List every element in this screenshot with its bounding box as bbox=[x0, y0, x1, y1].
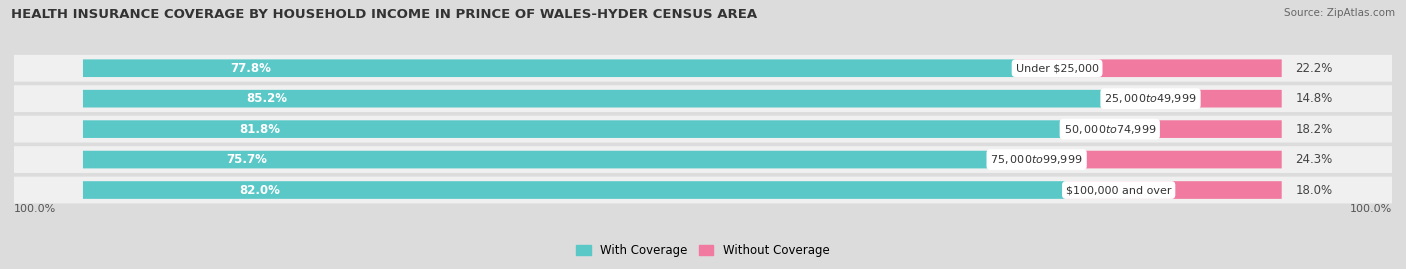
FancyBboxPatch shape bbox=[83, 151, 990, 168]
Text: $75,000 to $99,999: $75,000 to $99,999 bbox=[990, 153, 1083, 166]
FancyBboxPatch shape bbox=[14, 146, 1392, 173]
Text: 81.8%: 81.8% bbox=[239, 123, 280, 136]
Text: 24.3%: 24.3% bbox=[1295, 153, 1333, 166]
Text: 22.2%: 22.2% bbox=[1295, 62, 1333, 75]
Text: $25,000 to $49,999: $25,000 to $49,999 bbox=[1104, 92, 1197, 105]
FancyBboxPatch shape bbox=[990, 151, 1282, 168]
Text: 85.2%: 85.2% bbox=[246, 92, 287, 105]
Text: 100.0%: 100.0% bbox=[1350, 204, 1392, 214]
FancyBboxPatch shape bbox=[1066, 181, 1282, 199]
FancyBboxPatch shape bbox=[14, 177, 1392, 203]
Text: HEALTH INSURANCE COVERAGE BY HOUSEHOLD INCOME IN PRINCE OF WALES-HYDER CENSUS AR: HEALTH INSURANCE COVERAGE BY HOUSEHOLD I… bbox=[11, 8, 758, 21]
Text: Source: ZipAtlas.com: Source: ZipAtlas.com bbox=[1284, 8, 1395, 18]
Text: 18.2%: 18.2% bbox=[1295, 123, 1333, 136]
Text: 14.8%: 14.8% bbox=[1295, 92, 1333, 105]
FancyBboxPatch shape bbox=[14, 85, 1392, 112]
Text: $100,000 and over: $100,000 and over bbox=[1066, 185, 1171, 195]
Text: 100.0%: 100.0% bbox=[14, 204, 56, 214]
FancyBboxPatch shape bbox=[1104, 90, 1282, 108]
FancyBboxPatch shape bbox=[1015, 59, 1282, 77]
Text: 82.0%: 82.0% bbox=[239, 183, 280, 197]
FancyBboxPatch shape bbox=[14, 116, 1392, 143]
Text: 18.0%: 18.0% bbox=[1295, 183, 1333, 197]
Text: 75.7%: 75.7% bbox=[226, 153, 267, 166]
FancyBboxPatch shape bbox=[14, 55, 1392, 82]
FancyBboxPatch shape bbox=[83, 90, 1104, 108]
FancyBboxPatch shape bbox=[1063, 120, 1282, 138]
FancyBboxPatch shape bbox=[83, 181, 1066, 199]
FancyBboxPatch shape bbox=[83, 59, 1015, 77]
Text: Under $25,000: Under $25,000 bbox=[1015, 63, 1098, 73]
Legend: With Coverage, Without Coverage: With Coverage, Without Coverage bbox=[572, 239, 834, 261]
FancyBboxPatch shape bbox=[83, 120, 1063, 138]
Text: $50,000 to $74,999: $50,000 to $74,999 bbox=[1063, 123, 1156, 136]
Text: 77.8%: 77.8% bbox=[231, 62, 271, 75]
